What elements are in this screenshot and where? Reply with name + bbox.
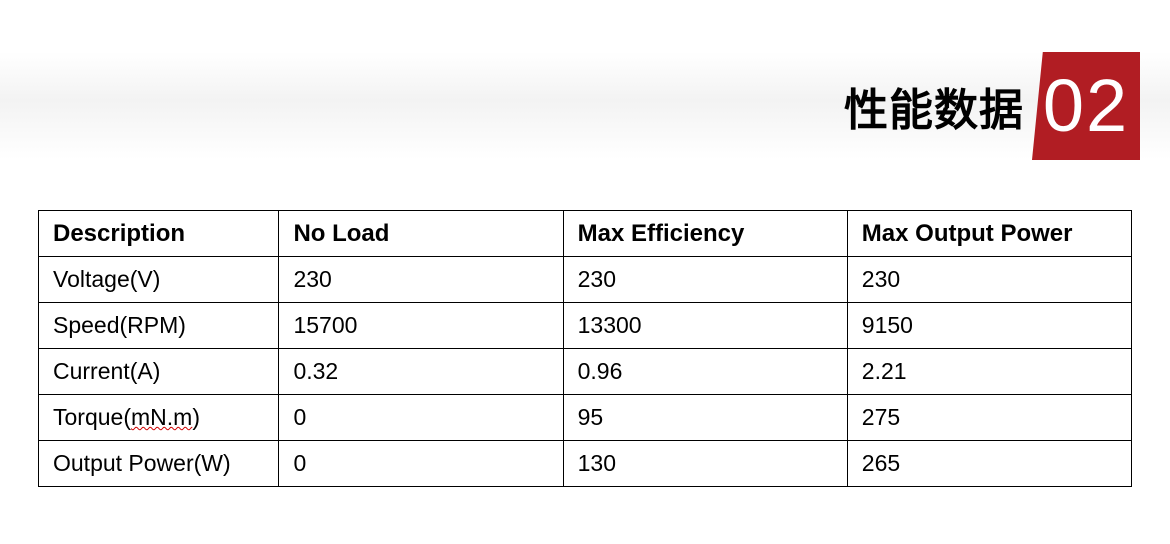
- table-cell: 15700: [279, 303, 563, 349]
- col-header-maxeff: Max Efficiency: [563, 211, 847, 257]
- table-cell: 0: [279, 395, 563, 441]
- section-badge: 02: [1032, 52, 1140, 160]
- table-row: Output Power(W)0130265: [39, 441, 1132, 487]
- table-cell: 2.21: [847, 349, 1131, 395]
- row-label: Output Power(W): [39, 441, 279, 487]
- table-cell: 0: [279, 441, 563, 487]
- table-cell: 275: [847, 395, 1131, 441]
- table-row: Current(A)0.320.962.21: [39, 349, 1132, 395]
- page-title: 性能数据: [844, 74, 1024, 138]
- table-body: Voltage(V)230230230Speed(RPM)15700133009…: [39, 257, 1132, 487]
- row-label: Speed(RPM): [39, 303, 279, 349]
- table-header-row: Description No Load Max Efficiency Max O…: [39, 211, 1132, 257]
- table-cell: 230: [279, 257, 563, 303]
- spec-table: Description No Load Max Efficiency Max O…: [38, 210, 1132, 487]
- spec-table-wrap: Description No Load Max Efficiency Max O…: [38, 210, 1132, 487]
- header-band: 性能数据 02: [0, 52, 1170, 160]
- table-cell: 130: [563, 441, 847, 487]
- table-cell: 13300: [563, 303, 847, 349]
- table-cell: 265: [847, 441, 1131, 487]
- row-label: Torque(mN.m): [39, 395, 279, 441]
- row-label: Voltage(V): [39, 257, 279, 303]
- table-cell: 0.32: [279, 349, 563, 395]
- table-cell: 9150: [847, 303, 1131, 349]
- table-cell: 0.96: [563, 349, 847, 395]
- table-cell: 230: [847, 257, 1131, 303]
- table-row: Speed(RPM)15700133009150: [39, 303, 1132, 349]
- table-row: Torque(mN.m)095275: [39, 395, 1132, 441]
- table-cell: 230: [563, 257, 847, 303]
- table-cell: 95: [563, 395, 847, 441]
- col-header-noload: No Load: [279, 211, 563, 257]
- col-header-maxout: Max Output Power: [847, 211, 1131, 257]
- col-header-description: Description: [39, 211, 279, 257]
- table-row: Voltage(V)230230230: [39, 257, 1132, 303]
- row-label: Current(A): [39, 349, 279, 395]
- section-number: 02: [1043, 69, 1129, 143]
